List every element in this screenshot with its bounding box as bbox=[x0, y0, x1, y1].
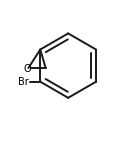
Text: O: O bbox=[24, 64, 32, 74]
Text: Br: Br bbox=[18, 77, 29, 87]
